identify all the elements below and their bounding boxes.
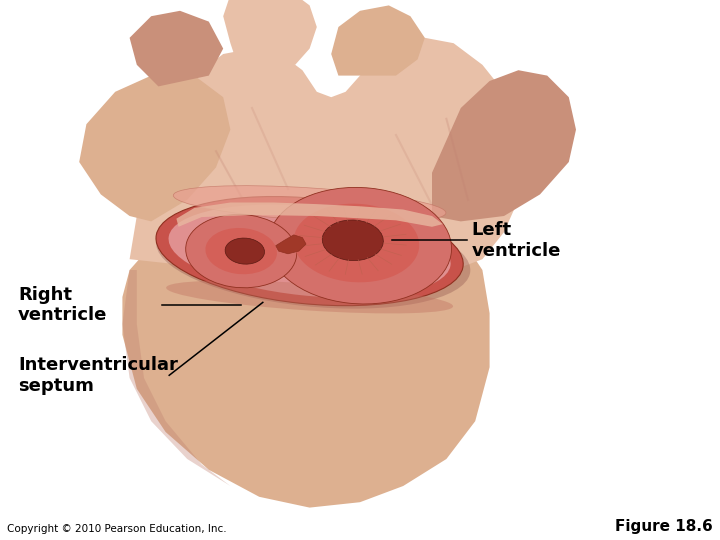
Ellipse shape [156, 197, 463, 306]
Polygon shape [331, 5, 425, 76]
Text: Interventricular
septum: Interventricular septum [18, 356, 178, 395]
Polygon shape [122, 221, 490, 508]
Ellipse shape [166, 281, 453, 313]
Polygon shape [130, 11, 223, 86]
Polygon shape [176, 202, 443, 227]
Ellipse shape [186, 214, 297, 288]
Polygon shape [432, 70, 576, 221]
Text: Left
ventricle: Left ventricle [472, 221, 561, 260]
Polygon shape [79, 76, 230, 221]
Polygon shape [122, 270, 230, 486]
Text: Copyright © 2010 Pearson Education, Inc.: Copyright © 2010 Pearson Education, Inc. [7, 523, 227, 534]
Ellipse shape [156, 204, 470, 309]
Polygon shape [223, 0, 317, 65]
Text: Right
ventricle: Right ventricle [18, 286, 107, 325]
Ellipse shape [269, 187, 451, 304]
Ellipse shape [225, 238, 264, 264]
Ellipse shape [323, 220, 383, 261]
Ellipse shape [205, 228, 277, 274]
Ellipse shape [168, 205, 451, 298]
Ellipse shape [174, 186, 446, 222]
Ellipse shape [294, 204, 419, 282]
Polygon shape [276, 235, 306, 254]
Text: Figure 18.6: Figure 18.6 [615, 518, 713, 534]
Polygon shape [130, 38, 526, 275]
